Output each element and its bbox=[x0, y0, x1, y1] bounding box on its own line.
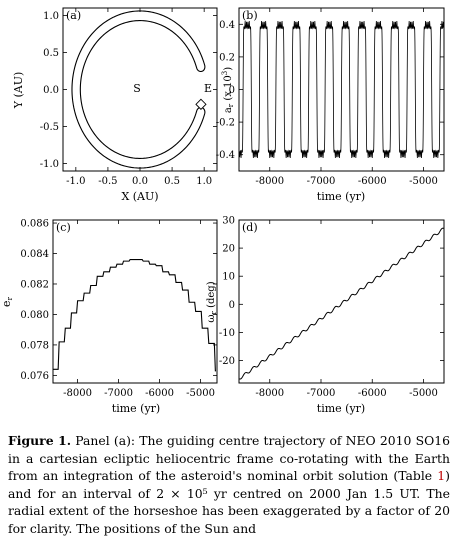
table-reference-link[interactable]: 1 bbox=[437, 468, 446, 484]
panel-b-ytick-label: 0.4 bbox=[219, 20, 235, 31]
panel-a-ytick-label: -1.0 bbox=[40, 159, 59, 170]
panel-a-xtick-label: -0.5 bbox=[98, 176, 117, 187]
panel-d-xlabel: time (yr) bbox=[317, 402, 365, 415]
panel-b-ytick-label: -0.2 bbox=[216, 118, 235, 129]
panel-a-ticks: -1.0 -0.5 0.0 0.5 1.0 1.0 0.5 0.0 -0.5 -1.0 bbox=[40, 8, 217, 187]
panel-d-frame bbox=[238, 219, 445, 384]
panel-a-xlabel: X (AU) bbox=[121, 190, 158, 203]
panel-c-frame bbox=[52, 219, 218, 384]
panel-a-ytick-label: 1.0 bbox=[43, 11, 59, 22]
panel-d-xtick-label: -6000 bbox=[358, 388, 387, 399]
panel-b-xlabel: time (yr) bbox=[317, 190, 365, 203]
panel-c-label: (c) bbox=[56, 221, 71, 234]
panel-b-ticks: -8000 -7000 -6000 -5000 0.4 0.2 0 -0.2 -0.4 bbox=[216, 8, 444, 187]
panel-d-ytick-label: 10 bbox=[222, 272, 235, 283]
caption-label: Figure 1. bbox=[8, 433, 72, 448]
panel-a-horseshoe-plot: (a) -1.0 -0.5 0.0 0.5 1.0 1.0 0.5 0.0 -0.5 -1.0 S… bbox=[12, 7, 218, 203]
panel-c-ticks: -8000 -7000 -6000 -5000 0.086 0.084 0.082 0.080… bbox=[20, 219, 217, 399]
panel-a-xtick-label: 1.0 bbox=[196, 176, 212, 187]
panel-d-label: (d) bbox=[242, 221, 258, 234]
earth-marker bbox=[195, 98, 207, 110]
panel-b-ylabel: ar (x 103) bbox=[221, 67, 235, 113]
panel-c-xlabel: time (yr) bbox=[112, 402, 160, 415]
panel-d-series-line bbox=[238, 227, 445, 380]
panel-c-xtick-label: -8000 bbox=[63, 388, 92, 399]
panel-c-ytick-label: 0.084 bbox=[20, 249, 49, 260]
panel-d-ytick-label: 0 bbox=[229, 300, 235, 311]
panel-c-ytick-label: 0.086 bbox=[20, 219, 49, 230]
panel-b-xtick-label: -5000 bbox=[409, 176, 438, 187]
panel-d-ytick-label: -10 bbox=[219, 328, 235, 339]
panel-c-xtick-label: -6000 bbox=[145, 388, 174, 399]
panel-d-ylabel: ωr (deg) bbox=[206, 281, 218, 322]
panel-a-xtick-label: -1.0 bbox=[66, 176, 85, 187]
panel-c-xtick-label: -5000 bbox=[186, 388, 215, 399]
panel-a-xtick-label: 0.0 bbox=[132, 176, 148, 187]
horseshoe-trajectory bbox=[71, 10, 206, 169]
panel-b-label: (b) bbox=[242, 9, 258, 22]
panel-c-ytick-label: 0.082 bbox=[20, 279, 49, 290]
panel-b-xtick-label: -6000 bbox=[358, 176, 387, 187]
panel-a-label: (a) bbox=[66, 9, 81, 22]
panel-a-ylabel: Y (AU) bbox=[12, 72, 25, 110]
panel-d-ticks: -8000 -7000 -6000 -5000 30 20 10 0 -10 -20 bbox=[219, 216, 444, 399]
panel-c-ytick-label: 0.078 bbox=[20, 340, 49, 351]
caption-text-part-1: Panel (a): The guiding centre trajectory… bbox=[8, 433, 451, 484]
panel-c-xtick-label: -7000 bbox=[104, 388, 133, 399]
panel-a-ytick-label: 0.0 bbox=[43, 85, 59, 96]
panel-b-ytick-label: 0.2 bbox=[219, 52, 235, 63]
panel-b-xtick-label: -7000 bbox=[307, 176, 336, 187]
panel-a-ytick-label: 0.5 bbox=[43, 48, 59, 59]
panel-d-xtick-label: -5000 bbox=[409, 388, 438, 399]
panel-c-eccentricity-plot: (c) -8000 -7000 -6000 -5000 0.086 0.084 0.082 0… bbox=[0, 219, 218, 415]
panel-d-xtick-label: -8000 bbox=[255, 388, 284, 399]
panel-b-series-line bbox=[238, 21, 445, 158]
panel-b-ytick-label: 0 bbox=[229, 85, 235, 96]
earth-label: E bbox=[204, 82, 212, 95]
caption-text-part-2: ) and for an interval of 2 × 10⁵ yr cent… bbox=[8, 468, 450, 536]
sun-label: S bbox=[133, 82, 141, 95]
panel-c-ytick-label: 0.076 bbox=[20, 371, 49, 382]
panel-d-xtick-label: -7000 bbox=[307, 388, 336, 399]
panel-c-ytick-label: 0.080 bbox=[20, 310, 49, 321]
panel-d-ytick-label: 20 bbox=[222, 244, 235, 255]
panel-d-ytick-label: -20 bbox=[219, 356, 235, 367]
panel-d-argument-of-perihelion-plot: (d) -8000 -7000 -6000 -5000 30 20 10 0 -10 -20 ti… bbox=[206, 216, 445, 415]
panel-b-semimajor-axis-plot: (b) -8000 -7000 -6000 -50000.40.20-0.2-0.4 … bbox=[216, 7, 445, 203]
panel-a-ytick-label: -0.5 bbox=[40, 122, 59, 133]
panel-c-ylabel: er bbox=[0, 296, 14, 307]
panel-d-ytick-label: 30 bbox=[222, 216, 235, 227]
panel-a-xtick-label: 0.5 bbox=[164, 176, 180, 187]
panel-c-series-line bbox=[53, 259, 216, 372]
panel-b-xtick-label: -8000 bbox=[255, 176, 284, 187]
panel-b-ytick-label: -0.4 bbox=[216, 150, 235, 161]
figure-caption: Figure 1. Panel (a): The guiding centre … bbox=[8, 432, 450, 538]
